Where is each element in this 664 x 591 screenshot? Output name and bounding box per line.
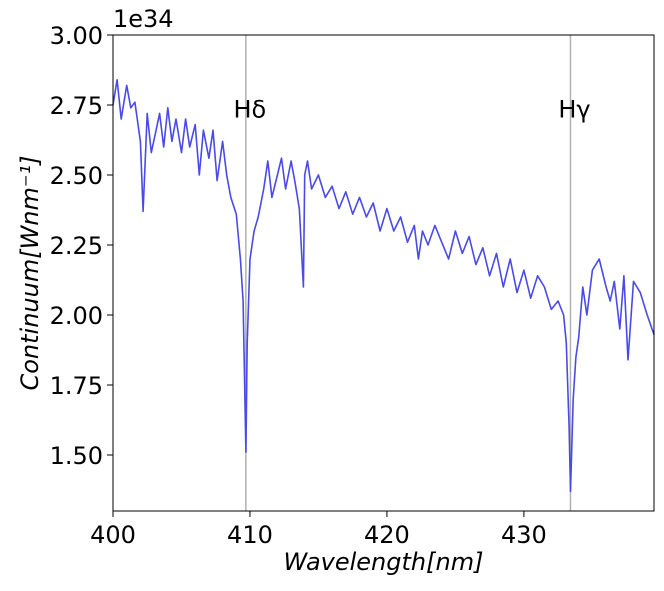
y-axis: 1.50 1.75 2.00 2.25 2.50 2.75 3.00 [50,22,113,470]
x-tick-label: 410 [227,521,273,549]
y-tick-label: 2.50 [50,162,103,190]
reference-line-label-2: Hγ [558,96,590,124]
reference-lines: Hδ Hγ [233,35,591,511]
x-axis-title: Wavelength[nm] [284,548,484,576]
y-tick-label: 2.25 [50,232,103,260]
series-line-1 [112,79,655,493]
y-tick-label: 1.50 [50,442,103,470]
x-tick-label: 400 [90,521,136,549]
y-tick-label: 1.75 [50,372,103,400]
series-layer [112,79,655,493]
y-tick-label: 3.00 [50,22,103,50]
y-tick-label: 2.00 [50,302,103,330]
x-tick-label: 430 [501,521,547,549]
reference-line-label-1: Hδ [233,96,266,124]
y-axis-title: Continuum[Wnm⁻¹] [16,155,44,390]
y-tick-label: 2.75 [50,92,103,120]
x-axis: 400 410 420 430 [90,511,547,549]
plot-frame [112,34,655,512]
x-tick-label: 420 [364,521,410,549]
y-offset-label: 1e34 [113,5,174,33]
